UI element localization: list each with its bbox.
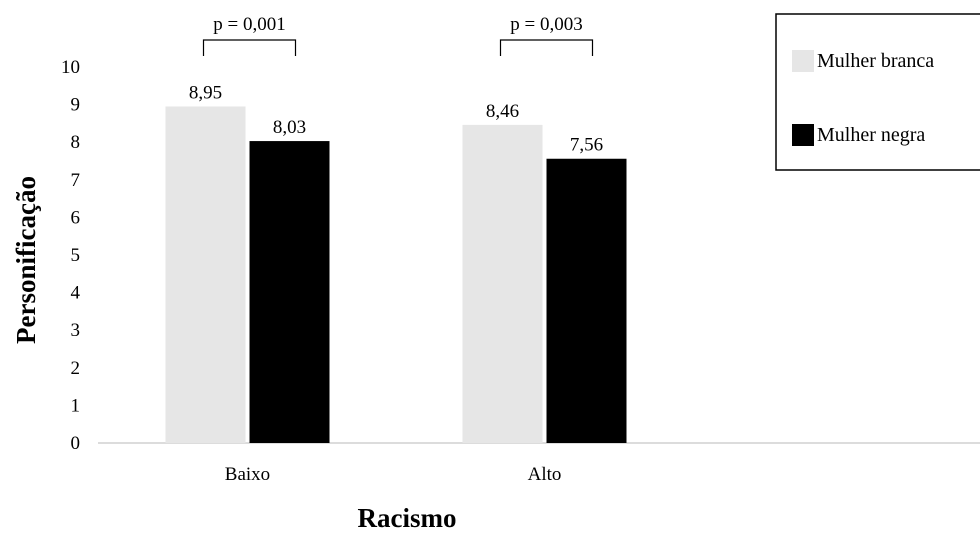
legend-swatch-mulher-negra [792, 124, 814, 146]
bars [165, 106, 627, 444]
y-axis-title: Personificação [11, 176, 41, 344]
bar [249, 141, 330, 443]
legend-label-mulher-negra: Mulher negra [817, 124, 925, 146]
y-tick-label: 9 [71, 95, 81, 116]
legend-swatch-mulher-branca [792, 50, 814, 72]
legend-label-mulher-branca: Mulher branca [817, 50, 934, 72]
data-label: 8,95 [189, 82, 222, 103]
significance-brackets: p = 0,001 p = 0,003 [202, 14, 594, 56]
y-tick-label: 5 [71, 245, 81, 266]
significance-label: p = 0,001 [213, 14, 285, 35]
significance-bracket [202, 39, 297, 56]
data-labels: 8,95 8,03 8,46 7,56 [189, 82, 603, 155]
y-tick-label: 7 [71, 170, 81, 191]
significance-label: p = 0,003 [510, 14, 582, 35]
x-axis-tick-labels: Baixo Alto [225, 464, 562, 485]
y-tick-label: 0 [71, 433, 81, 454]
x-tick-label: Baixo [225, 464, 270, 485]
x-axis-title: Racismo [358, 503, 457, 533]
y-tick-label: 1 [71, 395, 81, 416]
y-tick-label: 6 [71, 207, 81, 228]
legend-box [775, 13, 980, 171]
data-label: 7,56 [570, 135, 603, 156]
y-tick-label: 10 [61, 57, 80, 78]
y-tick-label: 8 [71, 132, 81, 153]
data-label: 8,46 [486, 101, 519, 122]
y-tick-label: 2 [71, 358, 81, 379]
y-tick-label: 3 [71, 320, 81, 341]
x-tick-label: Alto [528, 464, 562, 485]
significance-bracket [499, 39, 594, 56]
bar [165, 106, 246, 443]
y-tick-label: 4 [71, 283, 81, 304]
bar [462, 124, 543, 444]
data-label: 8,03 [273, 117, 306, 138]
y-axis-ticks: 0 1 2 3 4 5 6 7 8 9 10 [61, 57, 81, 454]
legend: Mulher branca Mulher negra [775, 13, 980, 171]
bar [546, 158, 627, 443]
